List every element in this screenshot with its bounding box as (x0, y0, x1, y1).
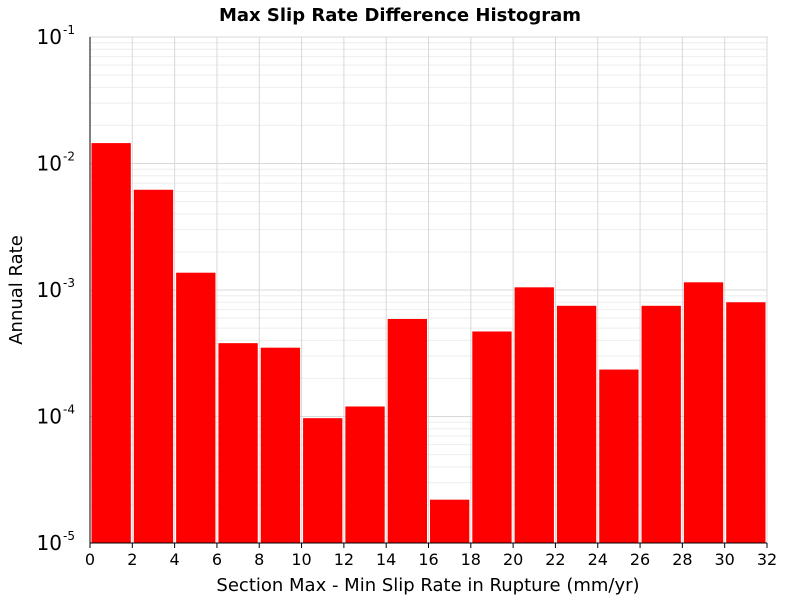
x-tick-label: 28 (672, 550, 692, 569)
y-tick-label: 10 (37, 531, 62, 555)
x-tick-label: 2 (127, 550, 137, 569)
y-tick-exponent: -2 (63, 150, 75, 164)
histogram-bar-4 (218, 343, 258, 543)
histogram-bar-10 (472, 331, 512, 543)
x-tick-label: 26 (630, 550, 650, 569)
y-tick-exponent: -3 (63, 276, 75, 290)
histogram-bar-11 (514, 287, 554, 543)
histogram-bar-5 (260, 347, 301, 543)
histogram-bar-3 (176, 272, 216, 543)
x-tick-label: 18 (461, 550, 481, 569)
x-tick-label: 20 (503, 550, 523, 569)
x-tick-label: 10 (291, 550, 311, 569)
histogram-bar-1 (91, 143, 131, 543)
x-tick-label: 6 (212, 550, 222, 569)
histogram-bar-8 (387, 318, 427, 543)
axes-layer: 10 -510 -410 -310 -210 -10 2 4 6 8 10 12 14 16 18 20 22 2… (37, 23, 778, 569)
y-tick-label: 10 (37, 152, 62, 176)
histogram-bar-15 (683, 282, 724, 543)
histogram-bar-16 (726, 302, 766, 543)
x-tick-label: 32 (757, 550, 777, 569)
x-tick-label: 14 (376, 550, 396, 569)
x-tick-label: 8 (254, 550, 264, 569)
histogram-bar-14 (641, 305, 681, 543)
x-tick-label: 30 (715, 550, 735, 569)
histogram-bar-12 (556, 305, 597, 543)
x-axis-label: Section Max - Min Slip Rate in Rupture (… (216, 575, 639, 596)
y-axis-label: Annual Rate (6, 235, 27, 345)
x-tick-label: 4 (170, 550, 180, 569)
x-tick-label: 0 (85, 550, 95, 569)
histogram-bar-7 (345, 406, 385, 543)
x-tick-label: 16 (418, 550, 438, 569)
histogram-bar-13 (599, 369, 639, 543)
x-tick-label: 12 (334, 550, 354, 569)
y-tick-label: 10 (37, 25, 62, 49)
y-tick-label: 10 (37, 278, 62, 302)
x-tick-label: 22 (545, 550, 565, 569)
chart-title: Max Slip Rate Difference Histogram (219, 5, 581, 26)
y-tick-exponent: -5 (63, 529, 75, 543)
histogram-bar-9 (430, 499, 470, 543)
histogram-bar-2 (133, 189, 174, 543)
y-tick-label: 10 (37, 405, 62, 429)
y-tick-exponent: -4 (63, 403, 75, 417)
bars-layer (91, 143, 766, 543)
x-tick-label: 24 (588, 550, 608, 569)
y-tick-exponent: -1 (63, 23, 75, 37)
histogram-bar-6 (303, 418, 343, 543)
